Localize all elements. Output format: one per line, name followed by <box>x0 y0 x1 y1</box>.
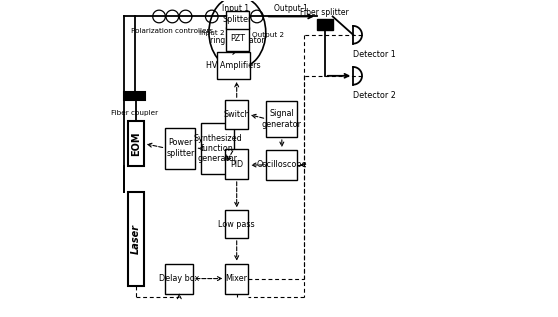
Bar <box>225 210 248 238</box>
Text: Signal
generator: Signal generator <box>262 109 302 129</box>
Text: Oscilloscope: Oscilloscope <box>257 160 307 170</box>
Bar <box>165 127 195 169</box>
Text: Detector 2: Detector 2 <box>353 91 396 100</box>
Text: Fiber coupler: Fiber coupler <box>111 110 158 116</box>
Text: Input 2: Input 2 <box>199 29 224 36</box>
Text: Switch: Switch <box>223 110 250 119</box>
Text: HV Amplifiers: HV Amplifiers <box>206 61 261 70</box>
Text: Synthesized
function
generator: Synthesized function generator <box>193 133 242 163</box>
Text: Polarization controllers: Polarization controllers <box>131 28 214 34</box>
Bar <box>266 101 297 137</box>
Text: Detector 1: Detector 1 <box>353 50 396 59</box>
Text: Output 2: Output 2 <box>252 32 283 38</box>
Bar <box>225 149 248 179</box>
Text: Power
splitter: Power splitter <box>166 139 195 158</box>
Bar <box>201 123 234 174</box>
Text: Input 1: Input 1 <box>222 4 249 13</box>
Text: Splitter: Splitter <box>223 16 252 24</box>
Bar <box>225 264 248 294</box>
Text: Delay box: Delay box <box>159 274 199 283</box>
Text: PZT: PZT <box>230 34 245 43</box>
Bar <box>124 92 145 100</box>
Bar <box>128 121 144 166</box>
Text: Low pass: Low pass <box>218 220 255 229</box>
Text: Mixer: Mixer <box>225 274 248 283</box>
Text: Fiber splitter: Fiber splitter <box>300 8 349 16</box>
Bar <box>218 52 249 79</box>
Text: PID: PID <box>230 159 243 169</box>
Bar <box>226 11 249 29</box>
Ellipse shape <box>209 0 266 68</box>
Bar <box>225 100 248 128</box>
Bar <box>317 19 333 30</box>
Bar <box>226 27 249 51</box>
Bar <box>128 192 144 286</box>
Bar <box>266 150 297 180</box>
Text: Fiber
ring resonator: Fiber ring resonator <box>210 26 264 45</box>
Text: EOM: EOM <box>131 131 141 156</box>
Bar <box>165 264 193 294</box>
Text: Output 1: Output 1 <box>275 4 308 13</box>
Text: Laser: Laser <box>131 224 141 254</box>
